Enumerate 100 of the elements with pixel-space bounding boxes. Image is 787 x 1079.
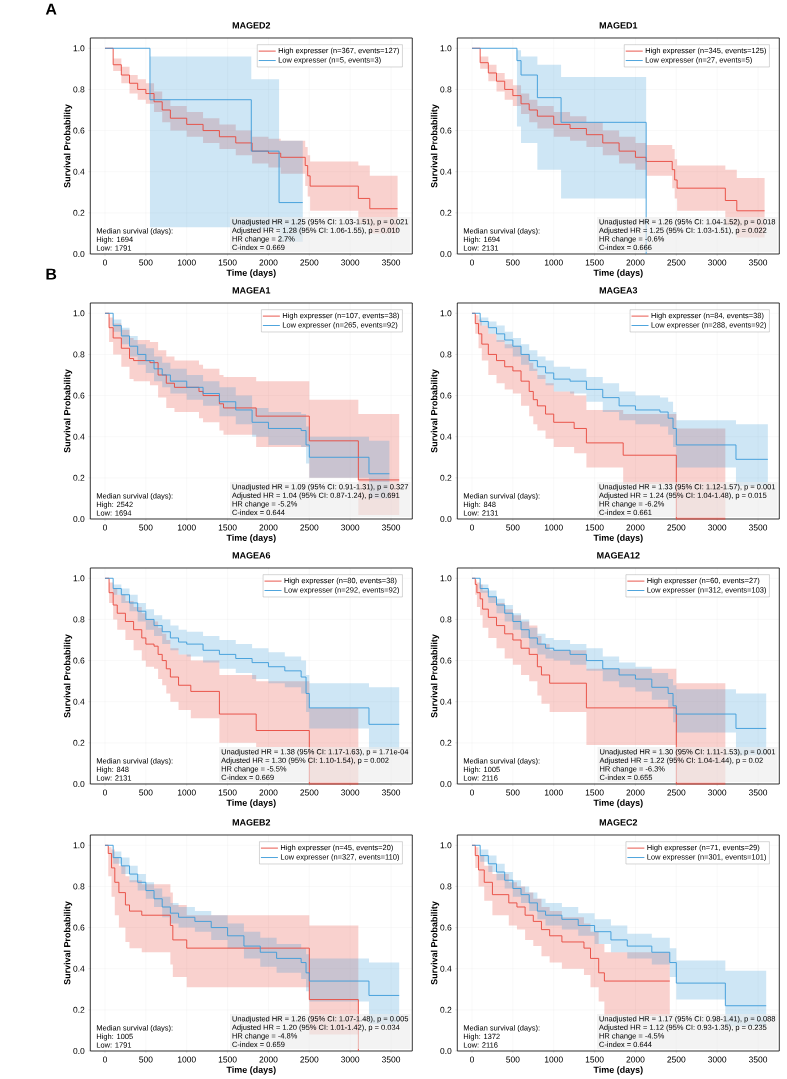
y-tick-label: 0.2 (73, 474, 85, 481)
x-tick-label: 500 (506, 789, 520, 796)
x-tick-label: 0 (469, 789, 474, 796)
chart-title: MAGEA3 (599, 287, 637, 294)
y-tick-label: 0.6 (73, 127, 85, 134)
x-tick-label: 3000 (340, 1056, 360, 1063)
y-tick-label: 0.8 (73, 351, 85, 358)
x-tick-label: 2000 (259, 524, 278, 531)
x-tick-label: 0 (102, 1056, 107, 1063)
y-axis-title: Survival Probability (430, 901, 440, 985)
y-tick-label: 0.8 (440, 351, 452, 358)
x-tick-label: 3500 (748, 259, 767, 266)
y-axis-title: Survival Probability (63, 104, 73, 188)
x-axis-title: Time (days) (226, 534, 276, 543)
x-tick-label: 1000 (177, 789, 196, 796)
y-axis-title: Survival Probability (63, 901, 73, 985)
x-tick-label: 1500 (218, 789, 237, 796)
x-tick-label: 2500 (300, 789, 319, 796)
y-tick-label: 0.0 (73, 516, 85, 522)
y-tick-label: 0.6 (73, 392, 85, 399)
y-axis-title: Survival Probability (63, 634, 73, 718)
x-tick-label: 1000 (177, 259, 196, 266)
x-tick-label: 3500 (381, 1056, 400, 1063)
x-axis-title: Time (days) (226, 1066, 276, 1075)
x-tick-label: 2000 (259, 1056, 278, 1063)
x-tick-label: 0 (469, 524, 474, 531)
x-tick-label: 2500 (667, 524, 686, 531)
x-tick-label: 1000 (544, 259, 563, 266)
y-tick-label: 0.8 (73, 883, 85, 890)
chart-title: MAGEA6 (232, 552, 270, 559)
y-axis-title: Survival Probability (63, 369, 73, 453)
y-tick-label: 0.0 (440, 251, 452, 257)
y-tick-label: 0.0 (440, 1048, 452, 1054)
x-tick-label: 1500 (218, 524, 237, 531)
chart-title: MAGEC2 (599, 819, 637, 826)
x-tick-label: 2500 (300, 1056, 319, 1063)
x-tick-label: 1500 (585, 789, 604, 796)
y-axis-title: Survival Probability (430, 634, 440, 718)
x-axis-title: Time (days) (593, 799, 643, 808)
x-axis-title: Time (days) (226, 269, 276, 278)
x-tick-label: 0 (102, 259, 107, 266)
y-tick-label: 0.4 (73, 698, 85, 705)
y-tick-label: 0.0 (73, 251, 85, 257)
y-tick-label: 0.0 (440, 516, 452, 522)
x-tick-label: 1500 (585, 524, 604, 531)
y-tick-label: 0.2 (440, 209, 452, 216)
x-axis-title: Time (days) (226, 799, 276, 808)
y-tick-label: 1.0 (440, 310, 452, 317)
x-tick-label: 2500 (667, 789, 686, 796)
y-tick-label: 0.2 (73, 739, 85, 746)
y-tick-label: 0.6 (440, 657, 452, 664)
y-tick-label: 0.0 (440, 781, 452, 787)
x-tick-label: 0 (469, 259, 474, 266)
chart-title: MAGEB2 (232, 819, 270, 826)
x-tick-label: 1500 (585, 1056, 604, 1063)
y-tick-label: 0.2 (440, 1006, 452, 1013)
x-tick-label: 1000 (544, 789, 563, 796)
y-tick-label: 0.8 (440, 86, 452, 93)
y-tick-label: 0.4 (440, 965, 452, 972)
x-tick-label: 500 (139, 259, 153, 266)
x-tick-label: 1500 (585, 259, 604, 266)
y-tick-label: 0.0 (73, 1048, 85, 1054)
x-tick-label: 2000 (626, 524, 645, 531)
x-tick-label: 2000 (259, 259, 278, 266)
y-tick-label: 0.8 (73, 86, 85, 93)
y-tick-label: 1.0 (73, 45, 85, 52)
chart-title: MAGEA12 (597, 552, 640, 559)
y-tick-label: 0.6 (440, 924, 452, 931)
chart-title: MAGEA1 (232, 287, 271, 294)
x-tick-label: 0 (469, 1056, 474, 1063)
x-tick-label: 3000 (707, 789, 727, 796)
x-tick-label: 2000 (626, 259, 645, 266)
x-tick-label: 2000 (626, 789, 645, 796)
chart-title: MAGED2 (232, 22, 270, 29)
y-tick-label: 0.2 (73, 209, 85, 216)
x-axis-title: Time (days) (593, 534, 643, 543)
x-tick-label: 3000 (340, 789, 360, 796)
x-tick-label: 500 (139, 524, 153, 531)
y-tick-label: 1.0 (440, 45, 452, 52)
x-tick-label: 3500 (381, 789, 400, 796)
x-tick-label: 3500 (748, 1056, 767, 1063)
y-axis-title: Survival Probability (430, 369, 440, 453)
x-tick-label: 3500 (381, 524, 400, 531)
x-tick-label: 2000 (626, 1056, 645, 1063)
x-tick-label: 500 (506, 259, 520, 266)
y-tick-label: 0.4 (73, 965, 85, 972)
x-tick-label: 3000 (707, 1056, 727, 1063)
x-tick-label: 0 (102, 524, 107, 531)
y-tick-label: 0.4 (440, 433, 452, 440)
y-tick-label: 0.2 (73, 1006, 85, 1013)
y-tick-label: 0.4 (73, 168, 85, 175)
x-tick-label: 500 (139, 789, 153, 796)
y-tick-label: 0.2 (440, 474, 452, 481)
y-tick-label: 1.0 (440, 575, 452, 582)
x-tick-label: 3500 (381, 259, 400, 266)
x-tick-label: 3000 (340, 259, 360, 266)
chart-title: MAGED1 (599, 22, 638, 29)
x-tick-label: 3500 (748, 524, 767, 531)
x-tick-label: 0 (102, 789, 107, 796)
x-tick-label: 3000 (707, 259, 727, 266)
